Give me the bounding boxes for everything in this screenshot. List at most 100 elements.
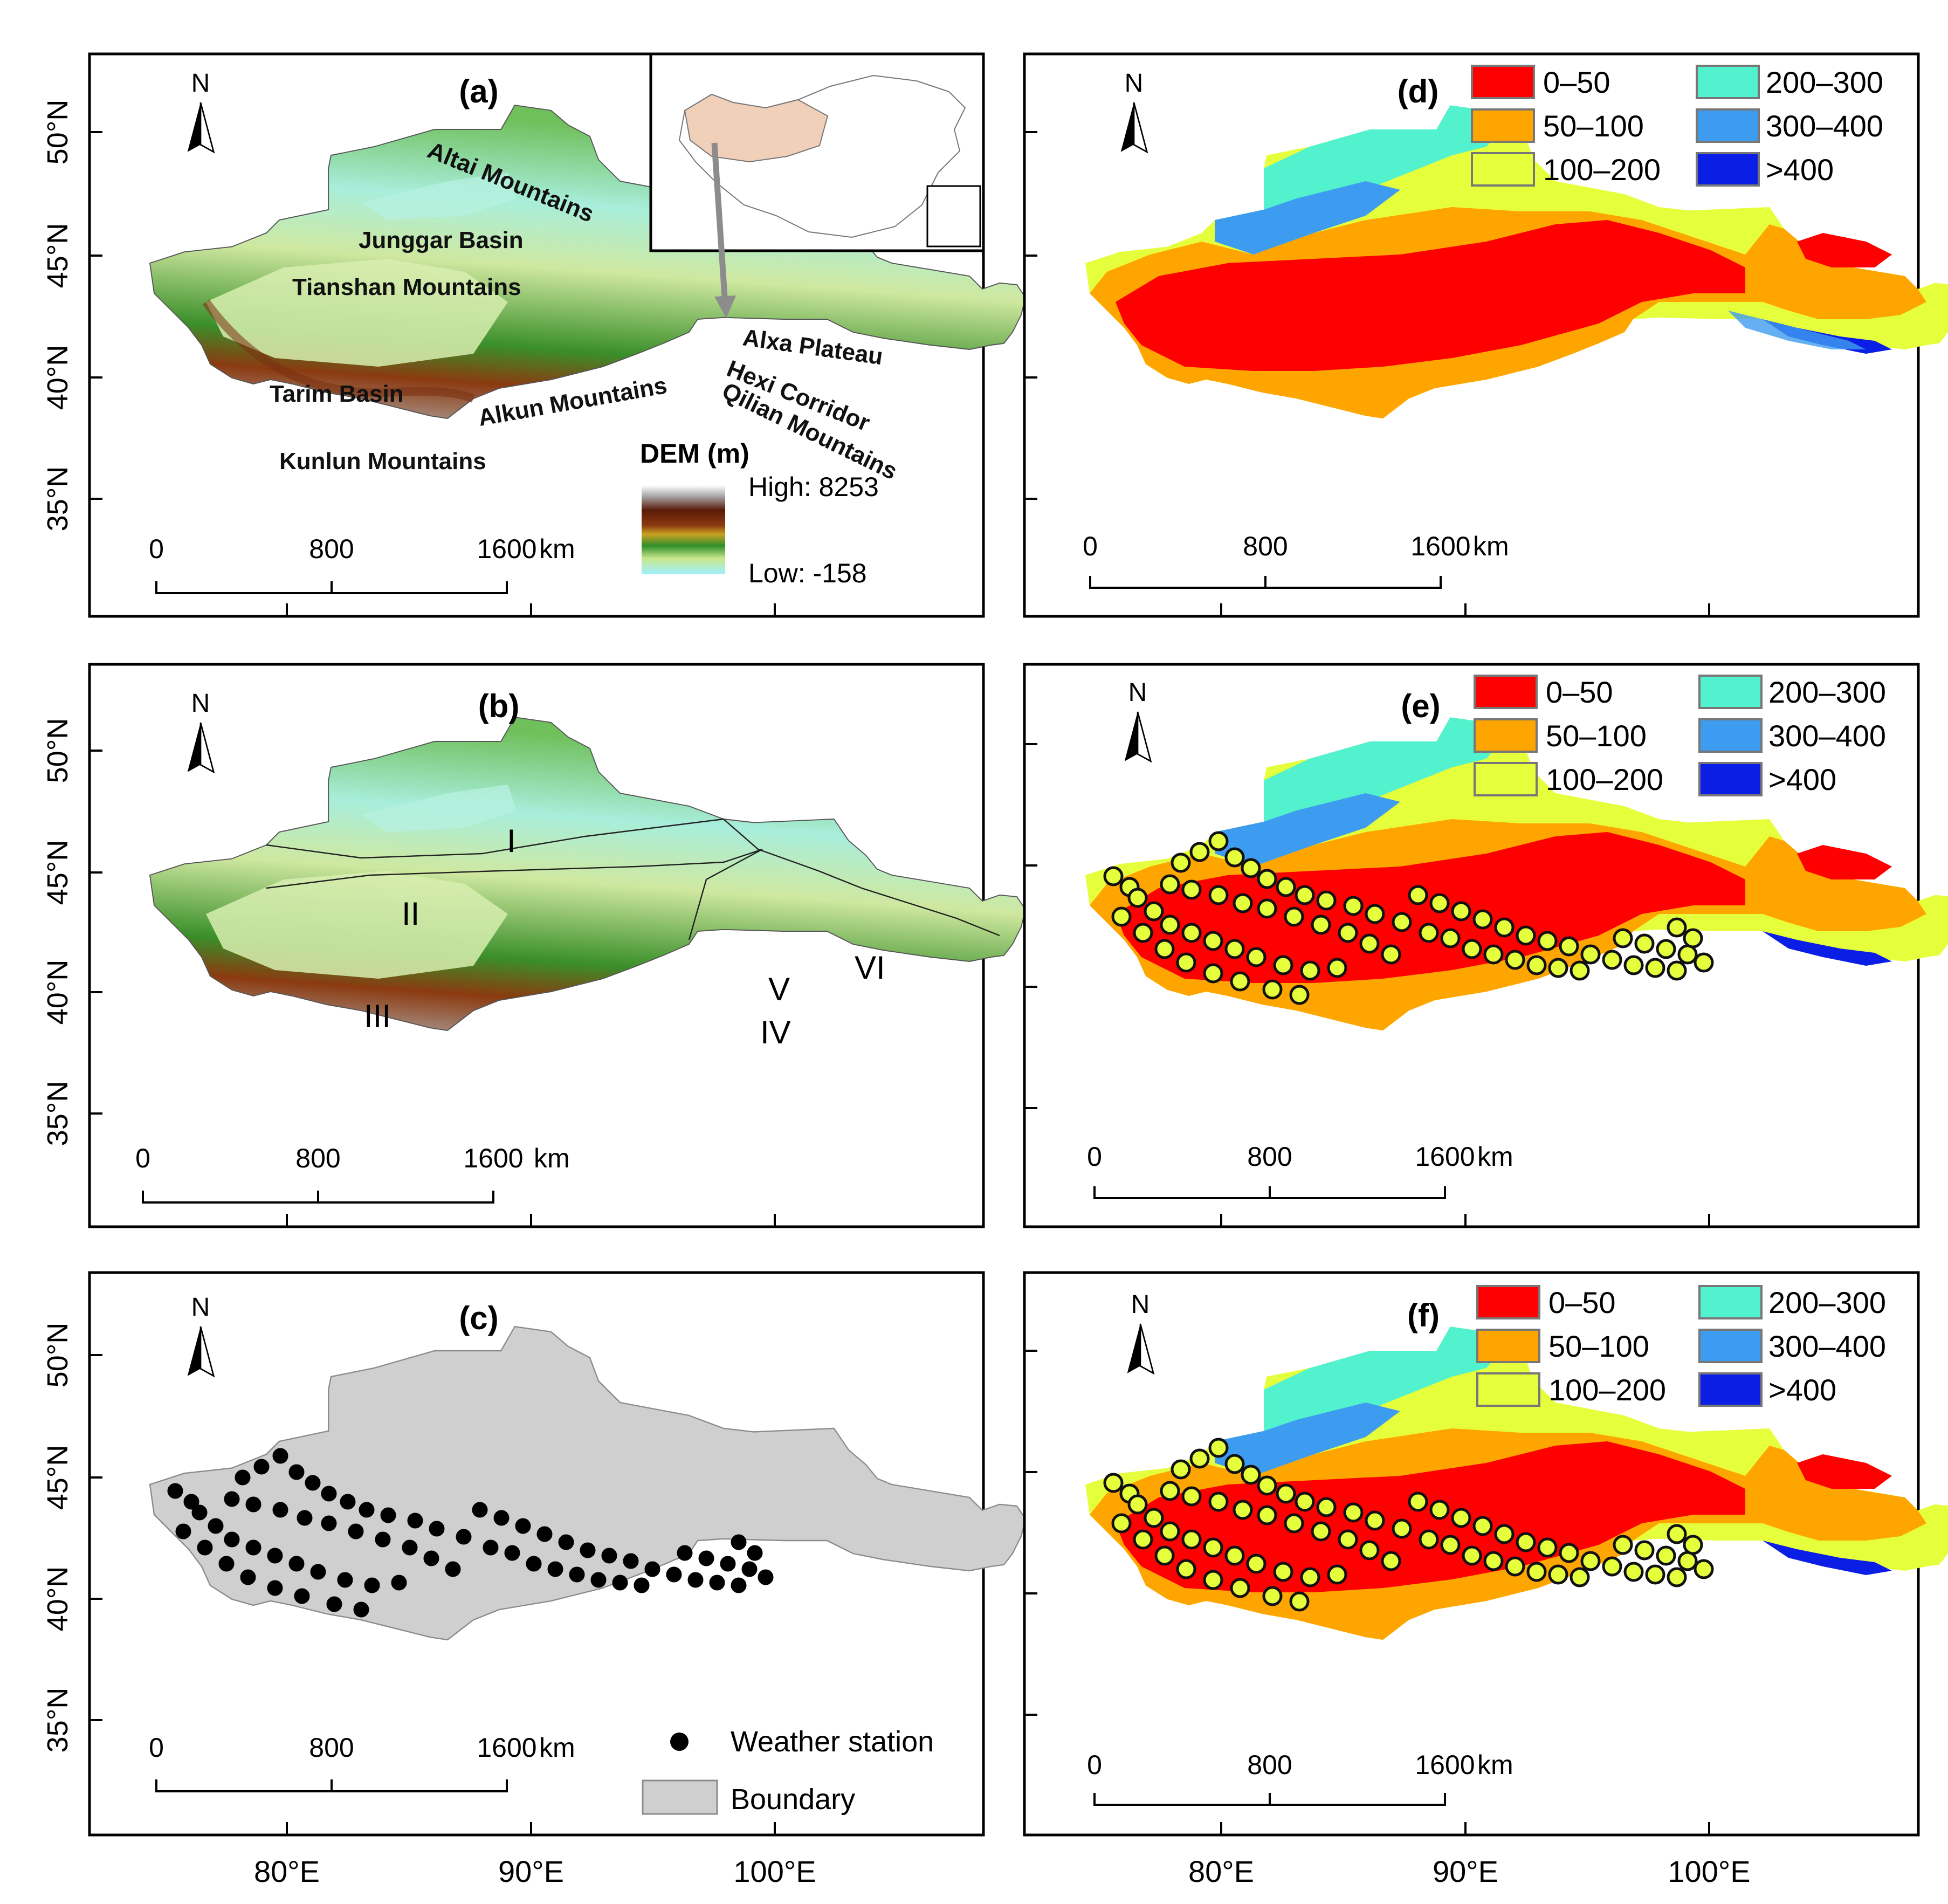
station-marker (1429, 1500, 1450, 1520)
station-marker (1127, 888, 1148, 908)
station-marker (687, 1572, 704, 1588)
station-marker (493, 1510, 510, 1526)
station-marker (547, 1561, 563, 1577)
station-marker (1208, 831, 1229, 851)
station-marker (1284, 906, 1304, 927)
station-marker (1160, 1521, 1180, 1542)
scale-km: km (1473, 531, 1509, 561)
station-marker (1634, 1540, 1655, 1561)
lon-axis-right: 80°E 90°E 100°E (1188, 1854, 1751, 1888)
station-marker (1257, 1475, 1277, 1496)
scale-km: km (1477, 1142, 1513, 1172)
station-marker (1189, 1448, 1210, 1469)
north-arrow-a: N (187, 69, 215, 153)
station-marker (472, 1502, 488, 1518)
class-legend-f: 0–50 50–100 100–200 200–300 300–400 >400 (1476, 1285, 1886, 1407)
station-marker (1570, 1567, 1590, 1587)
place-kunlun: Kunlun Mountains (279, 448, 486, 475)
station-marker (288, 1556, 305, 1572)
legend-label-50-100: 50–100 (1548, 1329, 1649, 1363)
dem-low: Low: -158 (748, 558, 867, 588)
panel-e-label: (e) (1401, 688, 1440, 724)
station-marker (429, 1521, 445, 1537)
station-marker (1160, 1481, 1180, 1501)
panel-f: (f) N 0–50 50–100 100–200 200–300 300–40… (1023, 1271, 1948, 1837)
station-marker (1133, 1529, 1153, 1550)
scale-800: 800 (1247, 1142, 1292, 1172)
station-dots (167, 1448, 774, 1618)
station-marker (1316, 890, 1337, 911)
station-marker (1408, 1491, 1428, 1512)
place-tarim: Tarim Basin (270, 381, 404, 407)
station-marker (1516, 1532, 1536, 1552)
station-marker (1276, 877, 1296, 897)
station-marker (1233, 893, 1253, 913)
north-arrow-f: N (1126, 1290, 1154, 1374)
scale-1600: 1600 (1410, 531, 1470, 561)
panel-d: (d) N 0–50 50–100 100–200 200–300 300–40… (1023, 52, 1948, 618)
place-tianshan: Tianshan Mountains (292, 274, 521, 300)
station-marker (183, 1494, 199, 1510)
station-marker (1683, 1535, 1703, 1555)
lon-label-90: 90°E (1433, 1854, 1498, 1888)
station-marker (1623, 1562, 1644, 1582)
station-marker (504, 1545, 520, 1561)
legend-label-200-300: 200–300 (1768, 1286, 1886, 1319)
station-marker (1257, 869, 1277, 889)
station-marker (1440, 928, 1461, 948)
legend-swatch-300-400 (1696, 108, 1760, 143)
station-marker (558, 1534, 574, 1550)
station-marker (1154, 939, 1175, 959)
legend-label-100-200: 100–200 (1546, 762, 1663, 796)
legend-label-gt400: >400 (1768, 1373, 1836, 1407)
station-marker (423, 1550, 439, 1566)
scale-0: 0 (1083, 531, 1098, 561)
lon-label-100: 100°E (733, 1854, 816, 1888)
station-marker (483, 1539, 499, 1556)
scale-bar-c: 0 800 1600 km (149, 1733, 575, 1792)
station-marker (1327, 1564, 1347, 1585)
station-marker (310, 1564, 326, 1580)
station-marker (391, 1575, 407, 1591)
station-marker (1570, 960, 1590, 981)
place-junggar: Junggar Basin (359, 227, 524, 253)
legend-label-50-100: 50–100 (1546, 719, 1647, 753)
station-marker (623, 1553, 639, 1569)
legend-swatch-100-200 (1474, 762, 1538, 796)
station-marker (741, 1561, 758, 1577)
station-marker (1181, 879, 1202, 900)
legend-label-300-400: 300–400 (1768, 719, 1886, 753)
station-marker (1203, 1570, 1223, 1590)
legend-label-200-300: 200–300 (1766, 65, 1883, 99)
panel-a-label: (a) (459, 73, 498, 109)
north-label: N (191, 689, 210, 718)
station-marker (1419, 923, 1439, 943)
station-marker (1472, 1516, 1493, 1536)
region-II: II (402, 896, 419, 932)
north-arrow-d: N (1120, 69, 1148, 153)
station-marker (305, 1475, 321, 1491)
station-marker (294, 1588, 310, 1604)
station-marker (1276, 1483, 1296, 1504)
lat-axis-left-top: 50°N 45°N 40°N 35°N (42, 100, 102, 531)
station-marker (267, 1580, 283, 1596)
station-marker (1316, 1497, 1337, 1517)
station-marker (1462, 939, 1482, 959)
lat-label-35: 35°N (42, 1081, 74, 1146)
panel-b-map (149, 717, 1026, 1031)
station-marker (720, 1556, 736, 1572)
lat-axis-left-bottom: 50°N 45°N 40°N 35°N (42, 1323, 102, 1752)
station-marker (1224, 1454, 1245, 1474)
station-marker (1694, 1559, 1714, 1579)
legend-swatch-gt400 (1696, 152, 1760, 187)
scale-bar-f: 0 800 1600 km (1087, 1750, 1513, 1806)
north-arrow-b: N (187, 689, 215, 773)
station-marker (1273, 1562, 1293, 1582)
region-labels: I II III IV V VI (364, 823, 885, 1050)
station-marker (267, 1548, 283, 1564)
station-marker (569, 1566, 585, 1583)
station-marker (1602, 950, 1622, 970)
lat-label-45: 45°N (42, 1445, 74, 1510)
lat-label-50: 50°N (42, 100, 74, 165)
